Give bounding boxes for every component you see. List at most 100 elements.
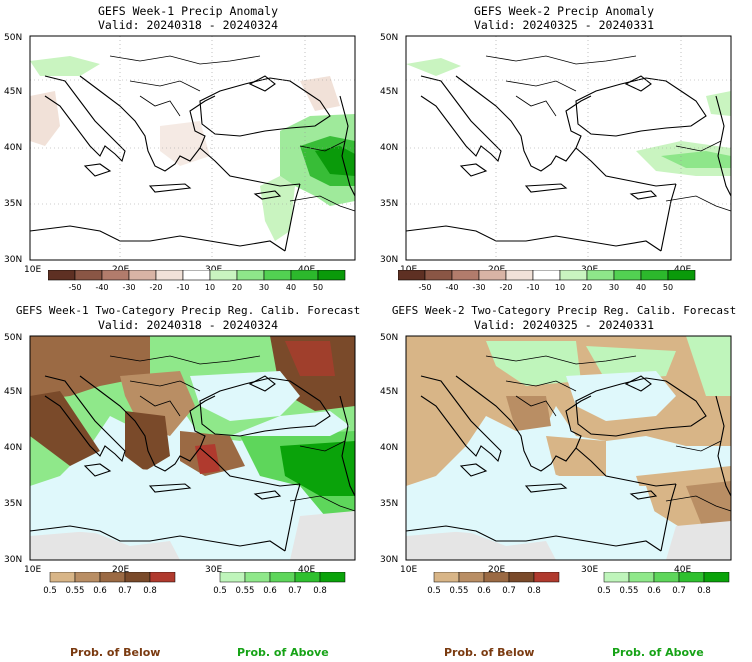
- colorbar-tick-label: -30: [122, 283, 135, 292]
- colorbar-swatch: [49, 572, 76, 583]
- colorbar-tick-label: -50: [418, 283, 431, 292]
- map-week2-probability: [380, 333, 732, 575]
- colorbar-tick-label: 50: [663, 283, 673, 292]
- colorbar-swatch: [667, 270, 696, 281]
- below-caption: Prob. of Below: [70, 646, 161, 659]
- colorbar-tick-label: 0.8: [697, 586, 711, 596]
- panel-week2-probability: GEFS Week-2 Two-Category Precip Reg. Cal…: [376, 300, 752, 659]
- colorbar-swatch: [149, 572, 176, 583]
- below-caption: Prob. of Below: [444, 646, 535, 659]
- colorbar-swatch: [290, 270, 319, 281]
- colorbar-swatch: [628, 572, 655, 583]
- colorbar-swatch: [101, 270, 130, 281]
- colorbar-tick-label: 0.6: [93, 586, 107, 596]
- colorbar-tick-label: 0.5: [597, 586, 611, 596]
- colorbar-swatch: [182, 270, 211, 281]
- colorbar-swatch: [532, 270, 561, 281]
- anomaly-colorbar: -50 -40 -30 -20 -10 10 20 30 40 50: [48, 270, 346, 292]
- colorbar-swatch: [74, 572, 101, 583]
- colorbar-swatch: [640, 270, 669, 281]
- colorbar-swatch: [451, 270, 480, 281]
- colorbar-swatch: [269, 572, 296, 583]
- above-caption: Prob. of Above: [612, 646, 704, 659]
- colorbar-tick-label: -50: [68, 283, 81, 292]
- colorbar-tick-label: 40: [286, 283, 296, 292]
- colorbar-tick-label: 30: [259, 283, 269, 292]
- colorbar-swatch: [74, 270, 103, 281]
- colorbar-tick-label: 20: [232, 283, 242, 292]
- colorbar-tick-label: 0.6: [647, 586, 661, 596]
- colorbar-tick-label: -20: [499, 283, 512, 292]
- colorbar-tick-label: 20: [582, 283, 592, 292]
- colorbar-tick-label: 0.55: [450, 586, 469, 596]
- map-week1-probability: [4, 333, 356, 575]
- colorbar-swatch: [317, 270, 346, 281]
- above-colorbar: 0.5 0.55 0.6 0.7 0.8: [597, 572, 730, 596]
- above-caption: Prob. of Above: [237, 646, 329, 659]
- colorbar-swatch: [505, 270, 534, 281]
- colorbar-tick-label: 50: [313, 283, 323, 292]
- colorbar-swatch: [424, 270, 453, 281]
- colorbar-swatch: [483, 572, 510, 583]
- colorbar-tick-label: 0.7: [672, 586, 686, 596]
- colorbar-swatch: [433, 572, 460, 583]
- colorbar-swatch: [294, 572, 321, 583]
- colorbar-swatch: [263, 270, 292, 281]
- colorbar-tick-label: 0.5: [43, 586, 57, 596]
- colorbar-tick-label: 30: [609, 283, 619, 292]
- colorbar-tick-label: 0.8: [143, 586, 157, 596]
- colorbar-tick-label: 0.55: [236, 586, 255, 596]
- colorbar-swatch: [508, 572, 535, 583]
- colorbar-tick-label: -40: [95, 283, 108, 292]
- below-colorbar: 0.5 0.55 0.6 0.7 0.8: [427, 572, 560, 596]
- panel-subtitle: Valid: 20240325 - 20240331: [473, 18, 654, 32]
- colorbar-tick-label: 0.6: [263, 586, 277, 596]
- colorbar-swatch: [586, 270, 615, 281]
- colorbar-swatch: [219, 572, 246, 583]
- colorbar-swatch: [653, 572, 680, 583]
- colorbar-tick-label: 0.8: [527, 586, 541, 596]
- anomaly-colorbar: -50 -40 -30 -20 -10 10 20 30 40 50: [398, 270, 696, 292]
- colorbar-swatch: [478, 270, 507, 281]
- colorbar-swatch: [533, 572, 560, 583]
- colorbar-tick-label: 0.55: [620, 586, 639, 596]
- colorbar-swatch: [458, 572, 485, 583]
- panel-title: GEFS Week-2 Two-Category Precip Reg. Cal…: [391, 304, 737, 317]
- panel-title: GEFS Week-1 Two-Category Precip Reg. Cal…: [15, 304, 361, 317]
- colorbar-tick-label: 40: [636, 283, 646, 292]
- colorbar-tick-label: 0.55: [66, 586, 85, 596]
- colorbar-tick-label: -20: [149, 283, 162, 292]
- colorbar-tick-label: 0.8: [313, 586, 327, 596]
- colorbar-swatch: [319, 572, 346, 583]
- colorbar-tick-label: 10: [555, 283, 565, 292]
- panel-week1-probability: GEFS Week-1 Two-Category Precip Reg. Cal…: [0, 300, 376, 659]
- panel-subtitle: Valid: 20240318 - 20240324: [97, 18, 278, 32]
- colorbar-tick-label: 0.7: [118, 586, 132, 596]
- colorbar-tick-label: 0.5: [213, 586, 227, 596]
- colorbar-swatch: [613, 270, 642, 281]
- colorbar-swatch: [603, 572, 630, 583]
- colorbar-tick-label: 0.5: [427, 586, 441, 596]
- colorbar-swatch: [244, 572, 271, 583]
- panel-title: GEFS Week-1 Precip Anomaly: [97, 4, 278, 18]
- panel-subtitle: Valid: 20240325 - 20240331: [473, 318, 654, 332]
- panel-subtitle: Valid: 20240318 - 20240324: [97, 318, 278, 332]
- colorbar-tick-label: -30: [472, 283, 485, 292]
- colorbar-swatch: [155, 270, 184, 281]
- map-week2-anomaly: [380, 33, 732, 275]
- colorbar-swatch: [236, 270, 265, 281]
- colorbar-swatch: [128, 270, 157, 281]
- panel-week1-anomaly: GEFS Week-1 Precip Anomaly Valid: 202403…: [0, 0, 376, 300]
- colorbar-tick-label: -10: [176, 283, 189, 292]
- colorbar-swatch: [398, 270, 426, 281]
- colorbar-tick-label: 0.7: [502, 586, 516, 596]
- colorbar-tick-label: 0.7: [288, 586, 302, 596]
- colorbar-swatch: [99, 572, 126, 583]
- colorbar-swatch: [209, 270, 238, 281]
- colorbar-tick-label: 0.6: [477, 586, 491, 596]
- below-colorbar: 0.5 0.55 0.6 0.7 0.8: [43, 572, 176, 596]
- colorbar-swatch: [124, 572, 151, 583]
- panel-title: GEFS Week-2 Precip Anomaly: [473, 4, 654, 18]
- colorbar-tick-label: -10: [526, 283, 539, 292]
- colorbar-swatch: [703, 572, 730, 583]
